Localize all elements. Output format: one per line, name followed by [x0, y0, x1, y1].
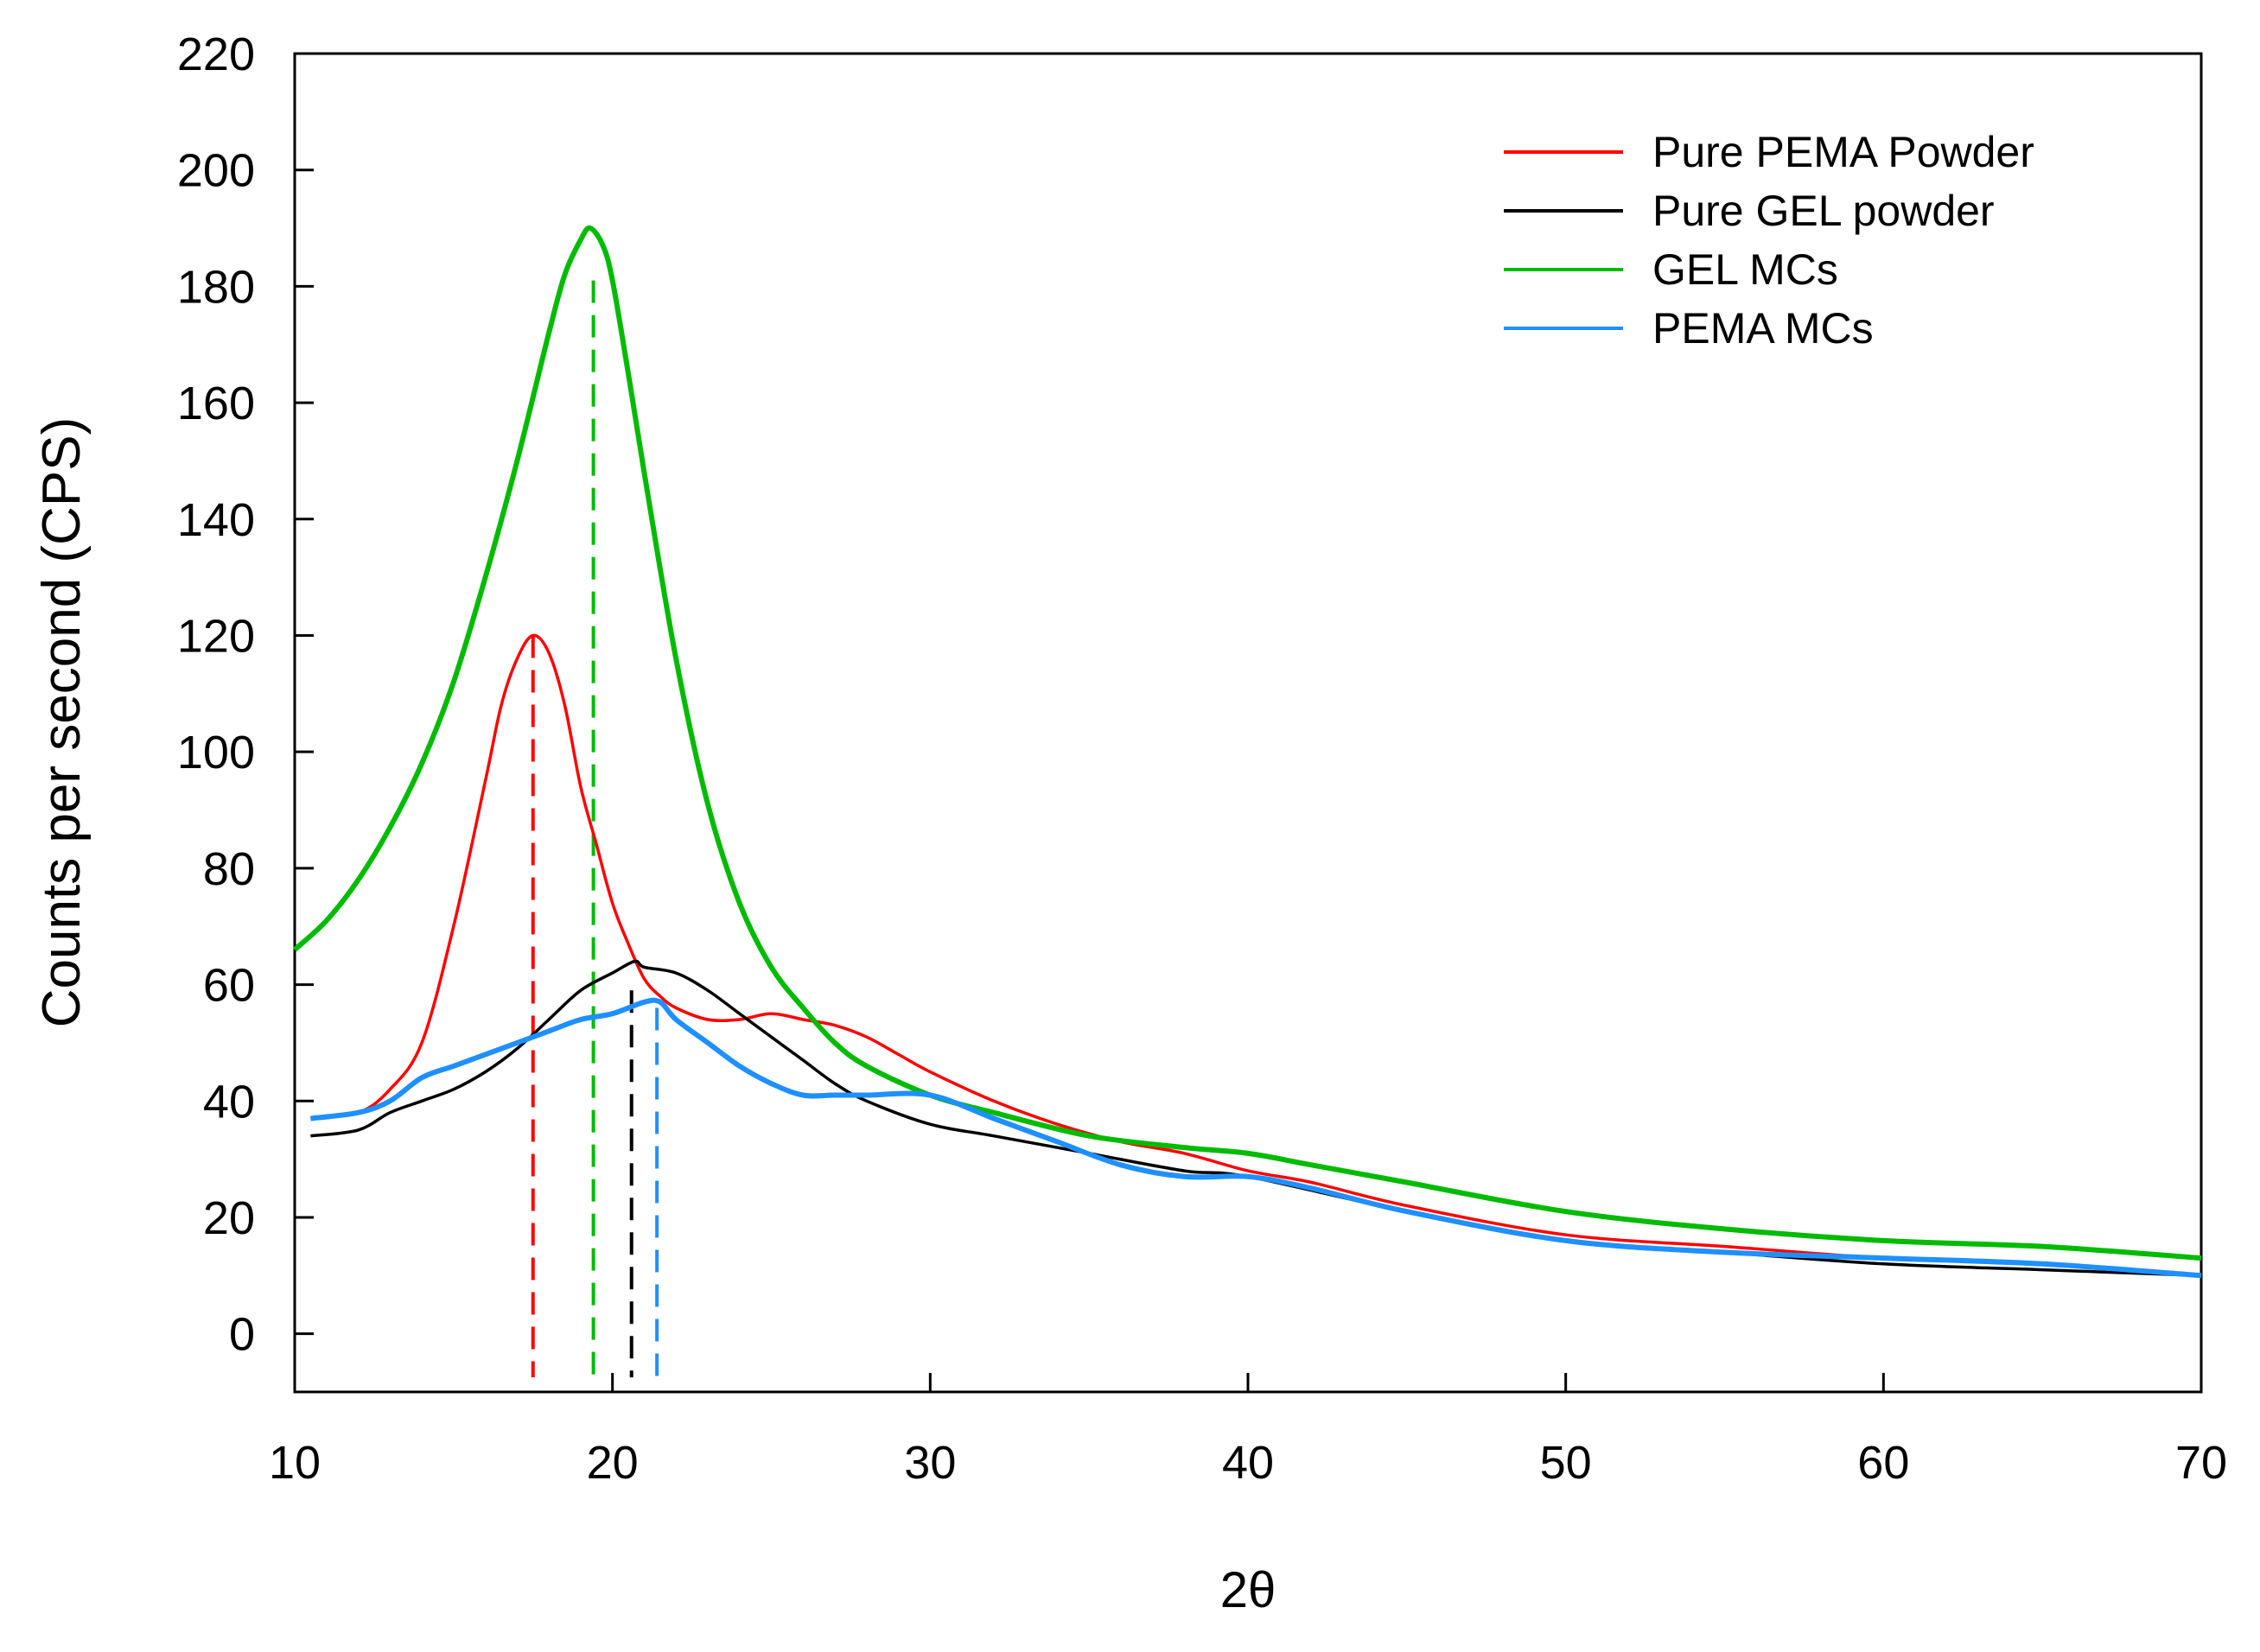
y-axis-label: Counts per second (CPS) [32, 417, 92, 1027]
series-line-pema-mcs [310, 997, 2202, 1279]
x-tick-label: 30 [904, 1437, 956, 1489]
series-group [292, 225, 2202, 1279]
y-tick-label: 180 [177, 261, 255, 313]
y-tick-label: 80 [203, 843, 255, 895]
y-tick-label: 160 [177, 378, 255, 429]
x-axis: 10 20 30 40 50 60 70 [269, 1373, 2227, 1489]
y-tick-label: 60 [203, 960, 255, 1012]
peak-markers [531, 280, 659, 1378]
legend-label-pure-gel-powder: Pure GEL powder [1652, 187, 1995, 235]
x-tick-label: 60 [1857, 1437, 1909, 1489]
y-tick-label: 20 [203, 1192, 255, 1244]
x-tick-label: 70 [2175, 1437, 2227, 1489]
y-axis: 0 20 40 60 80 100 120 140 160 180 200 220 [177, 29, 314, 1361]
y-tick-label: 120 [177, 610, 255, 662]
y-tick-label: 140 [177, 494, 255, 546]
y-tick-label: 0 [229, 1309, 255, 1361]
plot-frame [293, 52, 2203, 1394]
y-tick-label: 200 [177, 145, 255, 197]
x-axis-label: 2θ [1220, 1562, 1276, 1618]
x-tick-label: 20 [587, 1437, 639, 1489]
y-tick-label: 100 [177, 727, 255, 778]
legend-label-pure-pema-powder: Pure PEMA Powder [1652, 128, 2034, 176]
series-line-gel-mcs [292, 225, 2202, 1261]
x-tick-label: 50 [1540, 1437, 1592, 1489]
legend: Pure PEMA Powder Pure GEL powder GEL MCs PE… [1504, 128, 2034, 353]
series-line-pure-pema-powder [310, 633, 2202, 1278]
y-tick-label: 40 [203, 1076, 255, 1128]
legend-label-gel-mcs: GEL MCs [1652, 245, 1838, 294]
y-tick-label: 220 [177, 29, 255, 80]
x-tick-label: 10 [269, 1437, 321, 1489]
legend-label-pema-mcs: PEMA MCs [1652, 304, 1874, 353]
x-tick-label: 40 [1222, 1437, 1274, 1489]
